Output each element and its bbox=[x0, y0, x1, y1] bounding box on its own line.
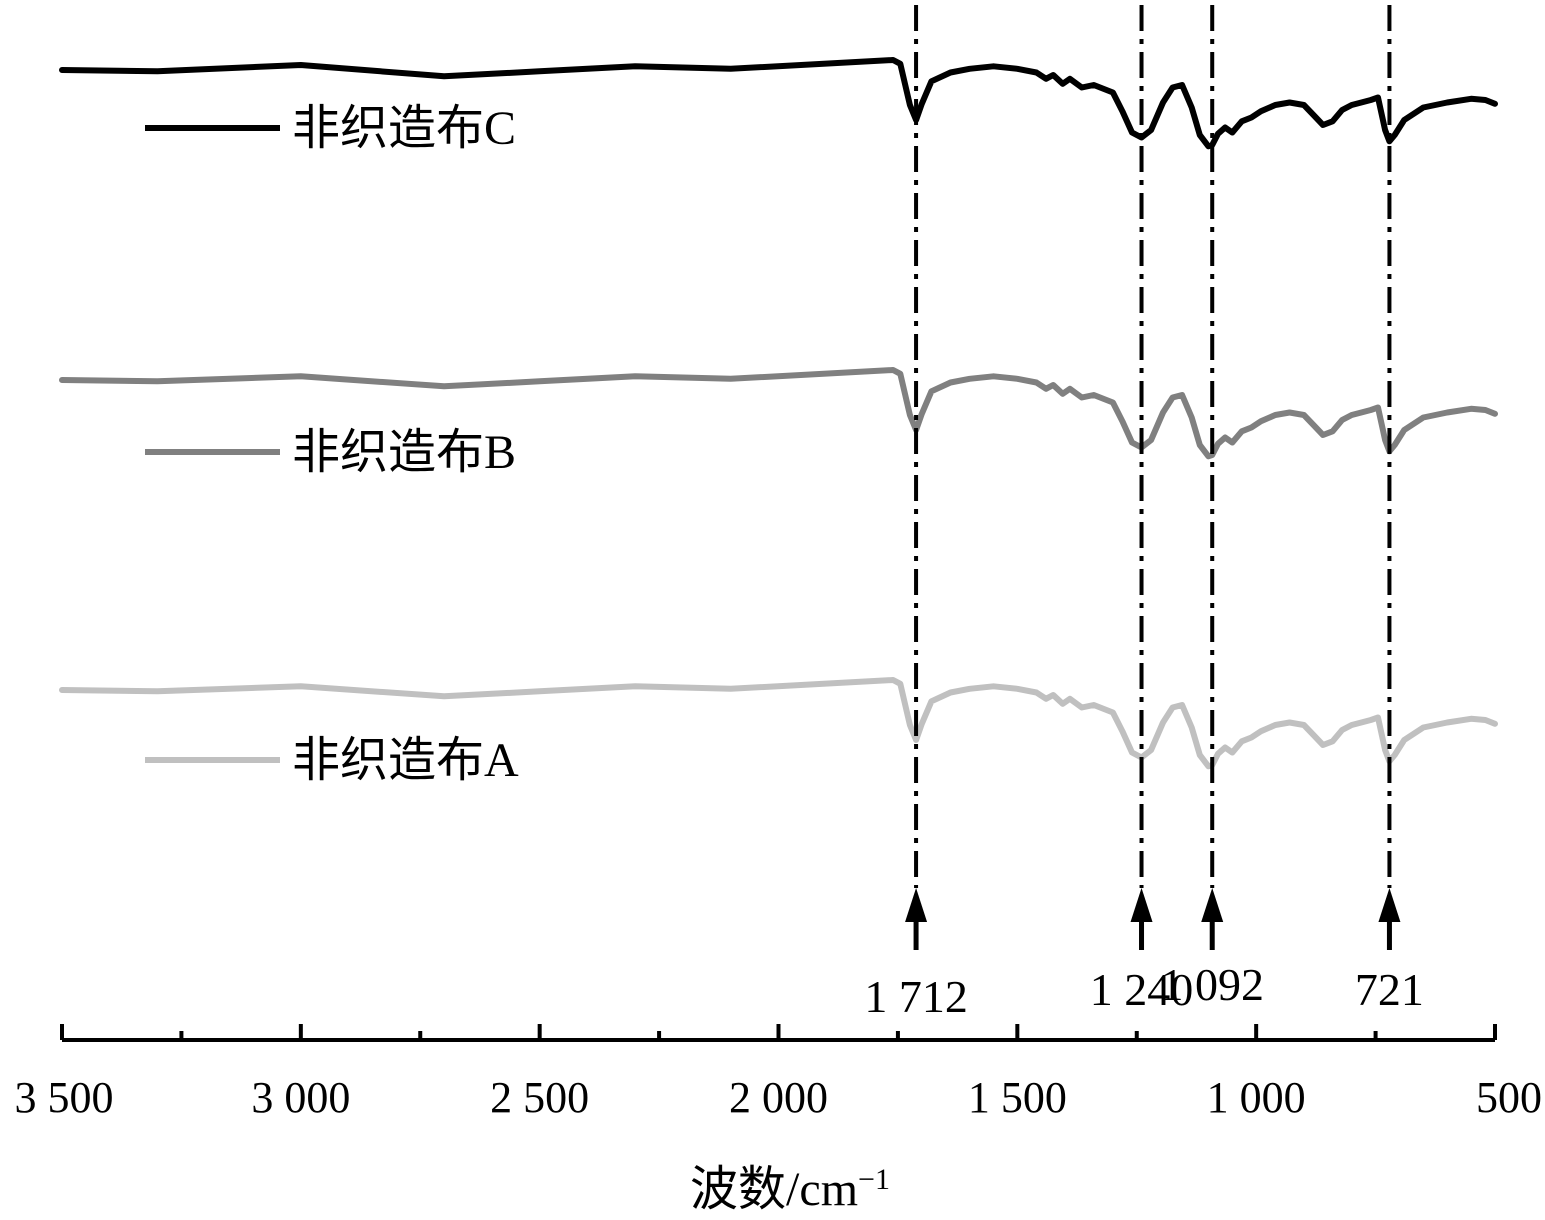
x-tick-label-1500: 1 500 bbox=[968, 1073, 1067, 1122]
series-line-3 bbox=[59, 677, 1498, 770]
x-axis-label-superscript: −1 bbox=[858, 1163, 890, 1196]
legend-label-1: 非织造布C bbox=[292, 102, 516, 155]
legend-label-2: 非织造布B bbox=[292, 426, 516, 479]
series-line-2 bbox=[59, 367, 1498, 460]
x-tick-label-2000: 2 000 bbox=[729, 1073, 828, 1122]
series-layer bbox=[59, 57, 1498, 770]
peak-arrow-head-1712 bbox=[905, 888, 928, 922]
series-line-1 bbox=[59, 57, 1498, 150]
peak-arrow-head-1092 bbox=[1201, 888, 1224, 922]
legend-label-3: 非织造布A bbox=[292, 734, 519, 787]
x-axis: 3 500 3 000 2 500 2 000 1 500 1 000 500 bbox=[15, 1024, 1542, 1122]
x-tick-label-3500: 3 500 bbox=[15, 1073, 114, 1122]
x-tick-label-3000: 3 000 bbox=[251, 1073, 350, 1122]
peak-label-1712: 1 712 bbox=[864, 971, 968, 1022]
peak-label-721: 721 bbox=[1355, 964, 1424, 1015]
x-axis-label: 波数/cm−1 bbox=[690, 1163, 890, 1216]
legend-layer: 非织造布C 非织造布B 非织造布A bbox=[145, 102, 519, 787]
x-tick-label-500: 500 bbox=[1476, 1073, 1542, 1122]
x-tick-label-1000: 1 000 bbox=[1207, 1073, 1306, 1122]
peak-label-1092: 1 092 bbox=[1160, 959, 1264, 1010]
peak-arrow-head-721 bbox=[1378, 888, 1401, 922]
peak-arrow-head-1240 bbox=[1130, 888, 1153, 922]
x-tick-label-2500: 2 500 bbox=[490, 1073, 589, 1122]
x-axis-label-main: 波数/cm bbox=[690, 1163, 858, 1215]
peak-label-1240: 1 240 bbox=[1090, 964, 1194, 1015]
